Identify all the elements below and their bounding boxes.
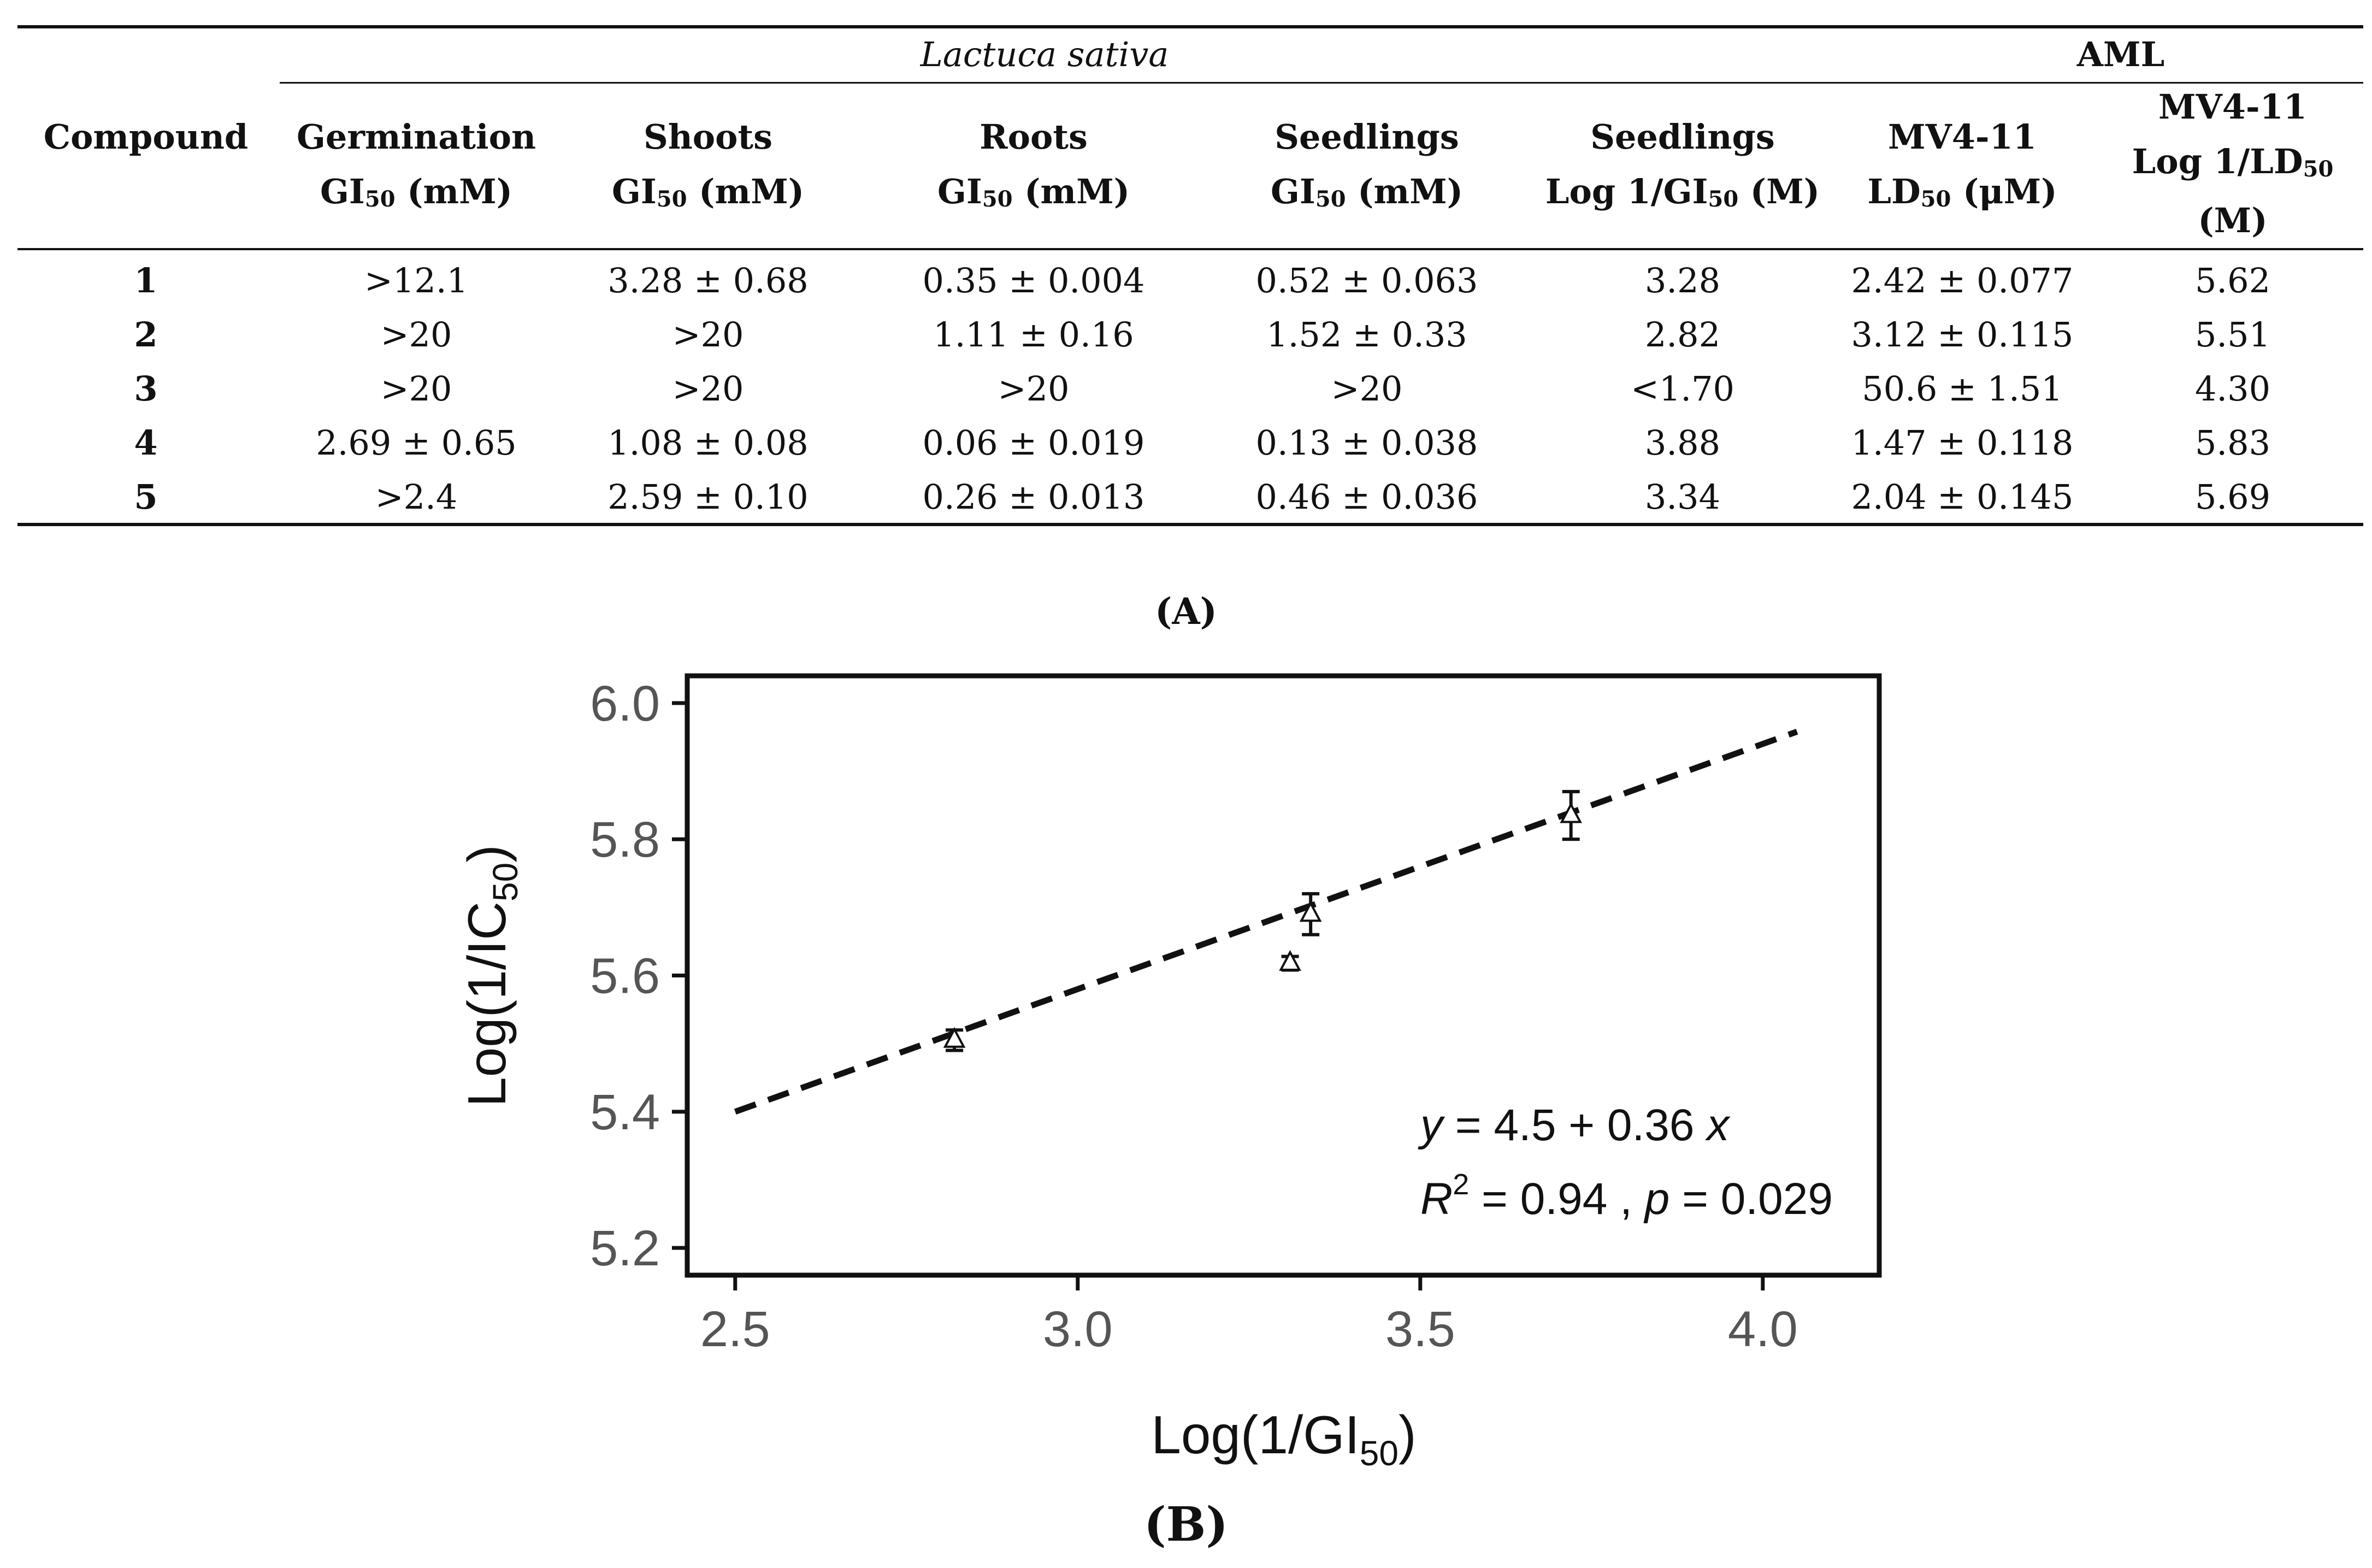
annotation-equation: y = 4.5 + 0.36 x — [1418, 1100, 1731, 1150]
table-bottom-rule — [17, 523, 2363, 526]
column-header: Shoots GI50 (mM) — [611, 117, 805, 212]
table-cell: 1.08 ± 0.08 — [607, 423, 809, 463]
table-cell: 3.12 ± 0.115 — [1851, 315, 2074, 355]
x-tick-label: 3.0 — [1043, 1301, 1113, 1357]
table-cell: 2.69 ± 0.65 — [316, 423, 517, 463]
panel-label-b: (B) — [1143, 1497, 1229, 1552]
table-cell: 3.34 — [1644, 477, 1721, 517]
table-cell: 3.28 — [1644, 261, 1721, 300]
y-axis: 5.2 5.4 5.6 5.8 6.0 — [590, 676, 687, 1276]
table-cell: <1.70 — [1631, 369, 1734, 409]
table-cell: 0.26 ± 0.013 — [922, 477, 1145, 517]
y-tick-label: 5.4 — [590, 1084, 660, 1140]
table-cell: >20 — [672, 315, 744, 355]
table-cell: 1.47 ± 0.118 — [1851, 423, 2074, 463]
table-cell: >12.1 — [364, 261, 468, 300]
table-cell: 0.06 ± 0.019 — [922, 423, 1145, 463]
fit-line-group — [734, 729, 1798, 1115]
x-axis-title: Log(1/GI50) — [1151, 1405, 1416, 1473]
column-header: Compound — [43, 117, 249, 157]
x-tick-label: 3.5 — [1385, 1301, 1455, 1357]
compound-id: 5 — [134, 477, 158, 517]
data-point — [943, 1027, 966, 1052]
y-tick-label: 5.6 — [590, 948, 660, 1004]
y-tick-label: 5.8 — [590, 812, 660, 868]
table-cell: 5.69 — [2194, 477, 2271, 517]
triangle-marker — [1299, 901, 1322, 922]
table-cell: 1.52 ± 0.33 — [1266, 315, 1467, 355]
regression-line — [734, 729, 1798, 1115]
compound-id: 4 — [134, 423, 158, 463]
group-header-aml: AML — [2076, 34, 2165, 74]
table-cell: >20 — [380, 315, 452, 355]
table-top-rule — [17, 25, 2363, 28]
column-header: Roots GI50 (mM) — [937, 117, 1130, 212]
column-header: MV4-11 LD50 (μM) — [1867, 117, 2057, 212]
compound-id: 3 — [134, 369, 158, 409]
column-header: Germination GI50 (mM) — [296, 117, 536, 212]
table-cell: 5.51 — [2194, 315, 2271, 355]
column-header: Seedlings Log 1/GI50 (M) — [1545, 117, 1820, 212]
data-point — [1299, 892, 1322, 936]
data-point — [1560, 789, 1583, 841]
table-cell: 3.28 ± 0.68 — [607, 261, 809, 300]
column-header: Seedlings GI50 (mM) — [1270, 117, 1464, 212]
table-cell: 2.04 ± 0.145 — [1851, 477, 2074, 517]
table-cell: 0.46 ± 0.036 — [1255, 477, 1478, 517]
table-cell: 2.42 ± 0.077 — [1851, 261, 2074, 300]
table-cell: >20 — [380, 369, 452, 409]
table-cell: >2.4 — [375, 477, 458, 517]
y-axis-title: Log(1/IC50) — [457, 845, 525, 1107]
column-header: MV4-11 Log 1/LD50 (M) — [2132, 87, 2334, 240]
table-cell: 1.11 ± 0.16 — [933, 315, 1134, 355]
table-header-rule — [17, 248, 2363, 250]
table-cell: 2.59 ± 0.10 — [607, 477, 809, 517]
table-cell: 0.35 ± 0.004 — [922, 261, 1145, 300]
compound-id: 2 — [134, 315, 158, 355]
table-group-rule — [280, 82, 2363, 84]
table-cell: 5.62 — [2194, 261, 2271, 300]
x-tick-label: 2.5 — [700, 1301, 770, 1357]
triangle-marker — [1560, 802, 1583, 823]
y-tick-label: 5.2 — [590, 1221, 660, 1276]
x-tick-label: 4.0 — [1728, 1301, 1798, 1357]
table-cell: 0.13 ± 0.038 — [1255, 423, 1478, 463]
table-cell: 4.30 — [2194, 369, 2271, 409]
triangle-marker — [1279, 950, 1301, 971]
table-cell: 2.82 — [1644, 315, 1721, 355]
panel-label-a: (A) — [1155, 590, 1217, 633]
scatter-chart: 5.2 5.4 5.6 5.8 6.0 2.5 3.0 3.5 4.0 y = 4.5 + 0… — [457, 673, 1882, 1473]
x-axis: 2.5 3.0 3.5 4.0 — [700, 1275, 1798, 1357]
table-cell: 5.83 — [2194, 423, 2271, 463]
data-points — [943, 789, 1583, 1052]
table-cell: >20 — [998, 369, 1070, 409]
table-cell: 3.88 — [1644, 423, 1721, 463]
compound-id: 1 — [134, 261, 158, 300]
table-cell: 50.6 ± 1.51 — [1862, 369, 2063, 409]
data-point — [1279, 950, 1301, 972]
data-table: Lactuca sativa AML Compound Germination GI… — [17, 25, 2363, 528]
annotation-r2: R2 = 0.94 , p = 0.029 — [1420, 1168, 1833, 1224]
table-cell: >20 — [672, 369, 744, 409]
table-cell: 0.52 ± 0.063 — [1255, 261, 1478, 300]
group-header-lactuca: Lactuca sativa — [920, 34, 1169, 74]
y-tick-label: 6.0 — [590, 676, 660, 732]
table-cell: >20 — [1331, 369, 1403, 409]
triangle-marker — [943, 1027, 966, 1048]
